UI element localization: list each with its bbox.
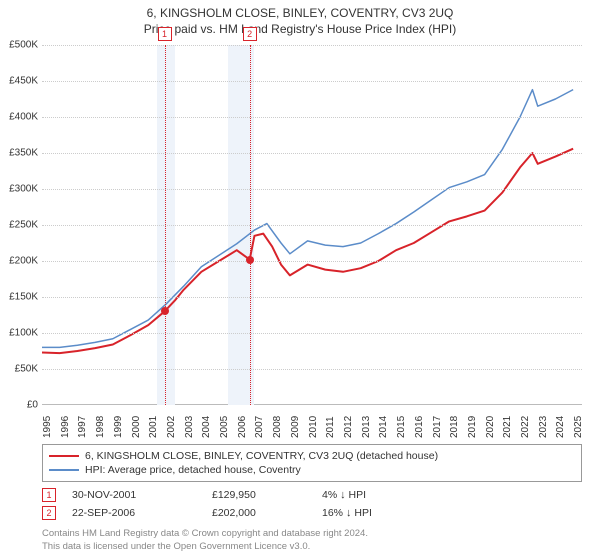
x-tick-label: 2000	[131, 416, 142, 438]
x-tick-label: 2008	[272, 416, 283, 438]
legend-swatch	[49, 455, 79, 457]
x-tick-label: 2013	[361, 416, 372, 438]
marker-line	[165, 45, 166, 405]
table-row: 1 30-NOV-2001 £129,950 4% ↓ HPI	[42, 486, 582, 504]
x-tick-label: 2011	[325, 416, 336, 438]
transaction-index-box: 1	[42, 488, 56, 502]
arrow-down-icon: ↓	[340, 489, 346, 501]
grid-line	[42, 297, 582, 298]
transaction-date: 22-SEP-2006	[72, 507, 212, 519]
transaction-index-box: 2	[42, 506, 56, 520]
grid-line	[42, 189, 582, 190]
x-tick-label: 2017	[432, 416, 443, 438]
transaction-price: £202,000	[212, 507, 322, 519]
legend-item: 6, KINGSHOLM CLOSE, BINLEY, COVENTRY, CV…	[49, 449, 575, 463]
x-tick-label: 2019	[467, 416, 478, 438]
y-tick-label: £100K	[9, 328, 38, 339]
x-tick-label: 1995	[42, 416, 53, 438]
x-tick-label: 2009	[290, 416, 301, 438]
y-tick-label: £300K	[9, 184, 38, 195]
x-tick-label: 2004	[201, 416, 212, 438]
x-tick-label: 2023	[538, 416, 549, 438]
x-axis-labels: 1995 1996 1997 1998 1999 2000 2001 2002 2003 2004…	[42, 408, 582, 448]
transaction-delta: 16% ↓ HPI	[322, 507, 442, 519]
y-tick-label: £0	[27, 400, 38, 411]
x-tick-label: 2022	[520, 416, 531, 438]
y-tick-label: £500K	[9, 40, 38, 51]
grid-line	[42, 45, 582, 46]
legend-swatch	[49, 469, 79, 471]
x-tick-label: 1996	[60, 416, 71, 438]
x-tick-label: 2005	[219, 416, 230, 438]
x-tick-label: 2001	[148, 416, 159, 438]
legend-item: HPI: Average price, detached house, Cove…	[49, 463, 575, 477]
grid-line	[42, 81, 582, 82]
transaction-price: £129,950	[212, 489, 322, 501]
chart-title: 6, KINGSHOLM CLOSE, BINLEY, COVENTRY, CV…	[0, 0, 600, 20]
y-tick-label: £50K	[15, 364, 38, 375]
table-row: 2 22-SEP-2006 £202,000 16% ↓ HPI	[42, 504, 582, 522]
grid-line	[42, 153, 582, 154]
x-tick-label: 2025	[573, 416, 584, 438]
transaction-delta: 4% ↓ HPI	[322, 489, 442, 501]
chart-container: 6, KINGSHOLM CLOSE, BINLEY, COVENTRY, CV…	[0, 0, 600, 560]
x-tick-label: 2002	[166, 416, 177, 438]
y-tick-label: £250K	[9, 220, 38, 231]
marker-label-box: 2	[243, 27, 257, 41]
y-tick-label: £150K	[9, 292, 38, 303]
y-tick-label: £400K	[9, 112, 38, 123]
grid-line	[42, 225, 582, 226]
series-price-paid	[42, 149, 573, 353]
x-tick-label: 2007	[254, 416, 265, 438]
grid-line	[42, 261, 582, 262]
marker-label-box: 1	[158, 27, 172, 41]
x-tick-label: 2024	[555, 416, 566, 438]
chart-subtitle: Price paid vs. HM Land Registry's House …	[0, 20, 600, 36]
x-tick-label: 2015	[396, 416, 407, 438]
x-tick-label: 2010	[308, 416, 319, 438]
grid-line	[42, 369, 582, 370]
x-tick-label: 1998	[95, 416, 106, 438]
series-hpi	[42, 90, 573, 348]
y-tick-label: £450K	[9, 76, 38, 87]
grid-line	[42, 333, 582, 334]
x-tick-label: 2006	[237, 416, 248, 438]
y-tick-label: £350K	[9, 148, 38, 159]
marker-dot	[161, 307, 169, 315]
plot-area: £0£50K£100K£150K£200K£250K£300K£350K£400…	[42, 45, 582, 405]
y-tick-label: £200K	[9, 256, 38, 267]
transaction-date: 30-NOV-2001	[72, 489, 212, 501]
grid-line	[42, 117, 582, 118]
arrow-down-icon: ↓	[346, 507, 352, 519]
x-tick-label: 2014	[378, 416, 389, 438]
footer-attribution: Contains HM Land Registry data © Crown c…	[42, 528, 368, 554]
legend-label: 6, KINGSHOLM CLOSE, BINLEY, COVENTRY, CV…	[85, 450, 438, 462]
marker-line	[250, 45, 251, 405]
legend: 6, KINGSHOLM CLOSE, BINLEY, COVENTRY, CV…	[42, 444, 582, 482]
x-tick-label: 1997	[77, 416, 88, 438]
x-tick-label: 1999	[113, 416, 124, 438]
x-tick-label: 2012	[343, 416, 354, 438]
x-tick-label: 2020	[485, 416, 496, 438]
x-tick-label: 2021	[502, 416, 513, 438]
transactions-table: 1 30-NOV-2001 £129,950 4% ↓ HPI 2 22-SEP…	[42, 486, 582, 522]
x-tick-label: 2016	[414, 416, 425, 438]
x-tick-label: 2018	[449, 416, 460, 438]
legend-label: HPI: Average price, detached house, Cove…	[85, 464, 301, 476]
x-tick-label: 2003	[184, 416, 195, 438]
marker-dot	[246, 256, 254, 264]
